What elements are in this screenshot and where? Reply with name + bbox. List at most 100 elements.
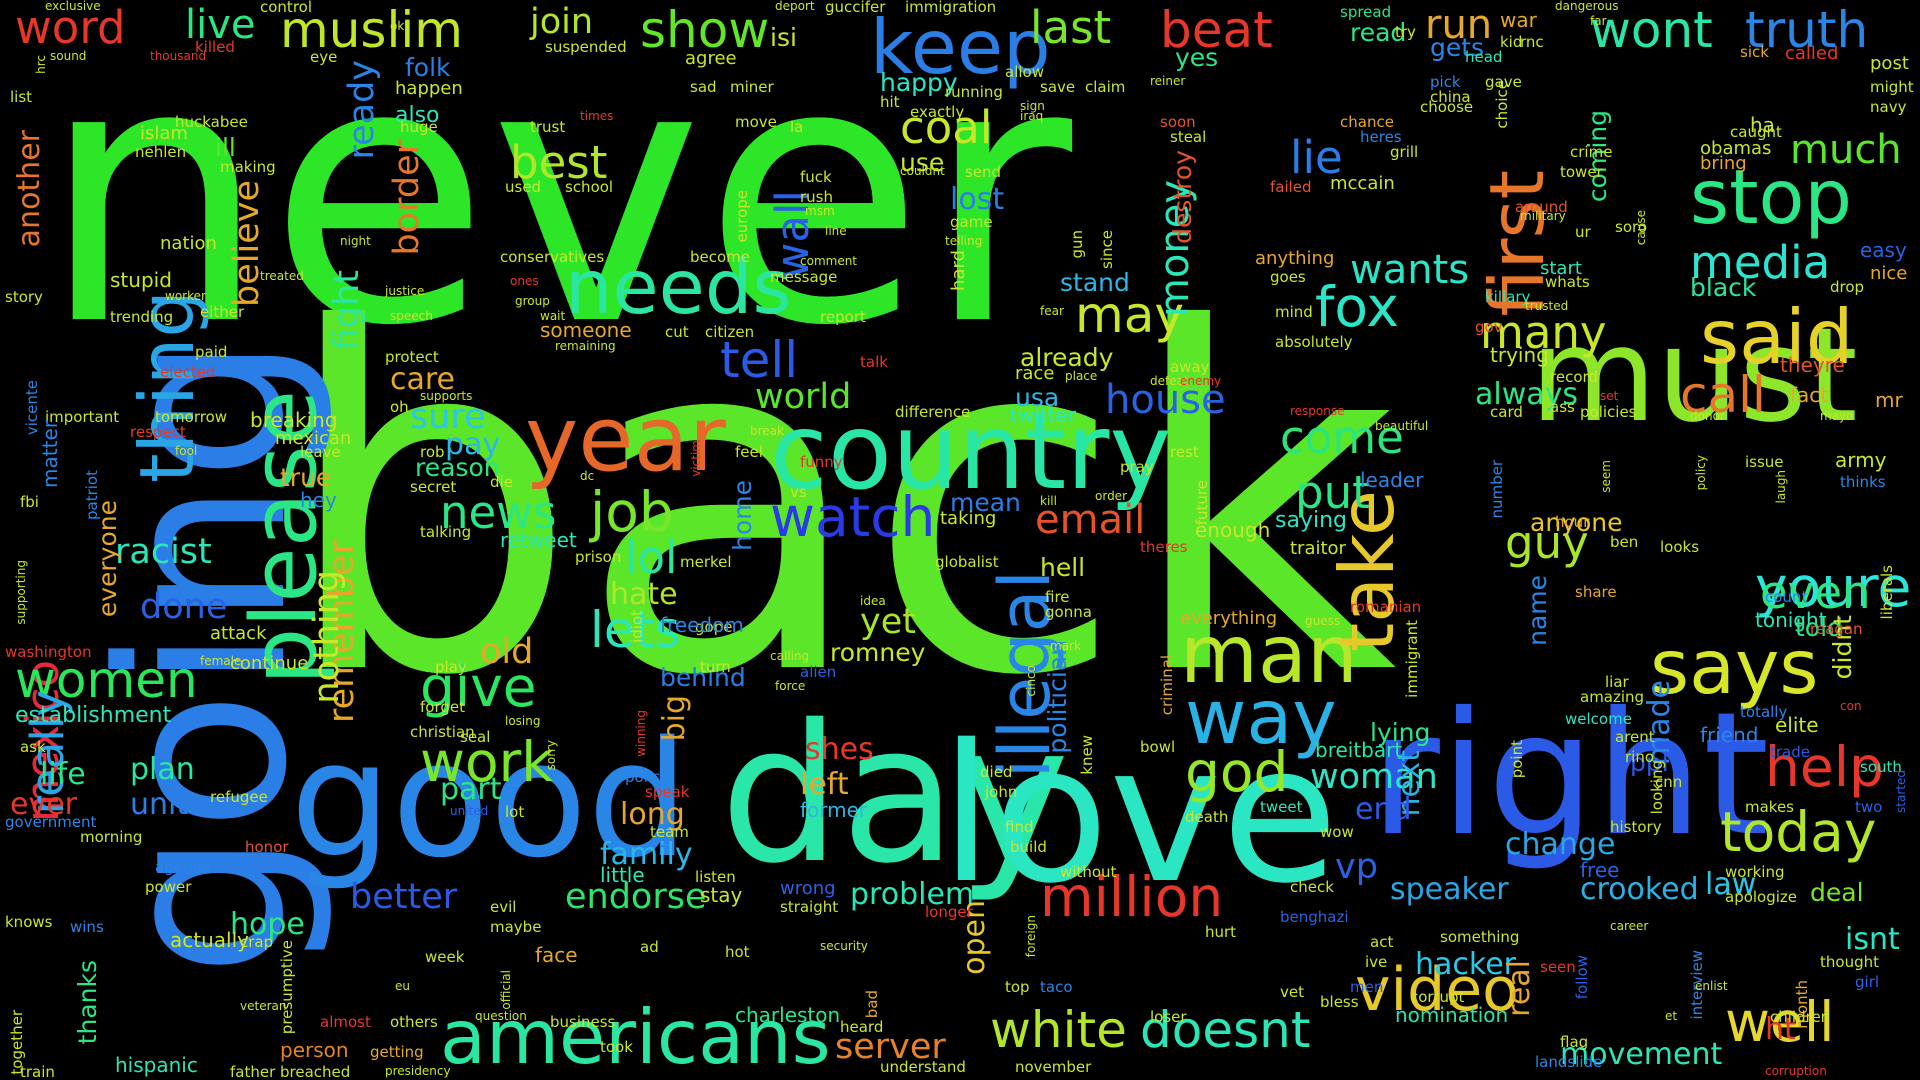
word-race: race bbox=[1015, 363, 1055, 384]
word-exactly: exactly bbox=[910, 103, 965, 121]
word-night: night bbox=[340, 234, 371, 248]
word-doesnt: doesnt bbox=[1140, 1001, 1311, 1059]
word-ready: ready bbox=[342, 60, 382, 160]
word-ht: ht bbox=[1765, 1012, 1796, 1047]
word-line: line bbox=[825, 224, 847, 238]
word-said: said bbox=[1700, 293, 1854, 381]
word-rino: rino bbox=[1625, 748, 1655, 766]
word-day: day bbox=[720, 684, 1070, 905]
word-amazing: amazing bbox=[1580, 688, 1645, 706]
word-freedom: freedom bbox=[660, 613, 744, 637]
word-former: former bbox=[800, 798, 868, 822]
word-black: black bbox=[1690, 273, 1757, 302]
word-comment: comment bbox=[800, 254, 858, 268]
word-miner: miner bbox=[730, 78, 774, 96]
word-live: live bbox=[185, 2, 256, 48]
word-happen: happen bbox=[395, 78, 463, 99]
word-leave: leave bbox=[300, 443, 341, 461]
word-anyone: anyone bbox=[1530, 508, 1623, 537]
word-fool: fool bbox=[175, 444, 198, 458]
word-cut: cut bbox=[665, 323, 689, 341]
word-ha: ha bbox=[1750, 113, 1775, 137]
word-exclusive: exclusive bbox=[45, 0, 101, 13]
word-tweet: tweet bbox=[1260, 798, 1303, 816]
word-sound: sound bbox=[50, 49, 87, 63]
word-count: count bbox=[1765, 588, 1808, 606]
word-vs: vs bbox=[790, 483, 807, 501]
word-follow: follow bbox=[1573, 955, 1591, 1000]
word-email: email bbox=[1035, 497, 1146, 543]
word-big: big bbox=[657, 695, 692, 742]
word-hour: hour bbox=[1555, 513, 1590, 531]
word-mccain: mccain bbox=[1330, 173, 1395, 194]
word-sign: sign bbox=[1020, 99, 1045, 113]
word-needs: needs bbox=[565, 243, 792, 331]
word-liberals: liberals bbox=[1878, 565, 1896, 620]
word-stupid: stupid bbox=[110, 268, 172, 292]
word-huckabee: huckabee bbox=[175, 113, 248, 131]
word-speech: speech bbox=[390, 309, 433, 323]
word-destroy: destroy bbox=[1168, 150, 1197, 244]
word-november: november bbox=[1015, 1058, 1092, 1076]
word-navy: navy bbox=[1870, 98, 1907, 116]
word-hell: hell bbox=[1040, 553, 1086, 582]
word-dangerous: dangerous bbox=[1555, 0, 1619, 13]
word-bring: bring bbox=[1700, 153, 1747, 174]
word-oh: oh bbox=[390, 398, 409, 416]
word-man: man bbox=[1180, 608, 1358, 701]
word-die: die bbox=[490, 473, 513, 491]
word-right: right bbox=[1370, 676, 1770, 874]
word-woman: woman bbox=[1310, 757, 1438, 797]
word-report: report bbox=[820, 308, 866, 326]
word-place: place bbox=[1065, 369, 1098, 383]
word-children: children bbox=[1770, 1008, 1831, 1026]
word-control: control bbox=[260, 0, 312, 16]
word-endorse: endorse bbox=[565, 877, 707, 917]
word-ever: ever bbox=[10, 787, 78, 822]
word-whats: whats bbox=[1545, 273, 1590, 291]
word-trending: trending bbox=[110, 308, 174, 326]
word-female: female bbox=[200, 654, 242, 668]
word-guccifer: guccifer bbox=[825, 0, 886, 16]
word-criminal: criminal bbox=[1158, 655, 1176, 716]
word-guy: guy bbox=[1505, 516, 1589, 569]
word-country: country bbox=[770, 391, 1172, 513]
word-secret: secret bbox=[410, 478, 457, 496]
word-tell: tell bbox=[720, 331, 799, 389]
word-god: god bbox=[1185, 740, 1289, 804]
word-done: done bbox=[140, 587, 228, 627]
word-back: back bbox=[280, 231, 1397, 778]
word-took: took bbox=[600, 1038, 633, 1056]
word-care: care bbox=[390, 362, 456, 397]
word-ppl: ppl bbox=[1630, 748, 1669, 777]
word-must: must bbox=[1530, 299, 1858, 451]
word-choose: choose bbox=[1420, 98, 1474, 116]
word-hard: hard bbox=[948, 250, 969, 291]
word-running: running bbox=[945, 83, 1003, 101]
word-game: game bbox=[950, 213, 993, 231]
word-making: making bbox=[220, 158, 276, 176]
word-fear: fear bbox=[1040, 304, 1064, 318]
word-vicente: vicente bbox=[23, 380, 41, 436]
word-hey: hey bbox=[300, 488, 337, 512]
word-break: break bbox=[750, 424, 784, 438]
word-number: number bbox=[1488, 460, 1506, 519]
word-end: end bbox=[1355, 792, 1412, 827]
word-nice: nice bbox=[1870, 263, 1908, 284]
word-security: security bbox=[820, 939, 868, 953]
word-easy: easy bbox=[1860, 238, 1907, 262]
word-stop: stop bbox=[1690, 153, 1852, 241]
word-almost: almost bbox=[320, 1013, 371, 1031]
word-trying: trying bbox=[1490, 343, 1549, 367]
word-absolutely: absolutely bbox=[1275, 333, 1353, 351]
word-failed: failed bbox=[1270, 178, 1312, 196]
word-immigrant: immigrant bbox=[1403, 620, 1421, 698]
word-attack: attack bbox=[210, 623, 267, 644]
word-loser: loser bbox=[1150, 1008, 1187, 1026]
word-left: left bbox=[800, 767, 849, 802]
word-americans: americans bbox=[440, 993, 831, 1080]
word-father: father bbox=[230, 1063, 276, 1080]
word-never: never bbox=[40, 0, 1073, 404]
word-presumptive: presumptive bbox=[278, 940, 296, 1035]
